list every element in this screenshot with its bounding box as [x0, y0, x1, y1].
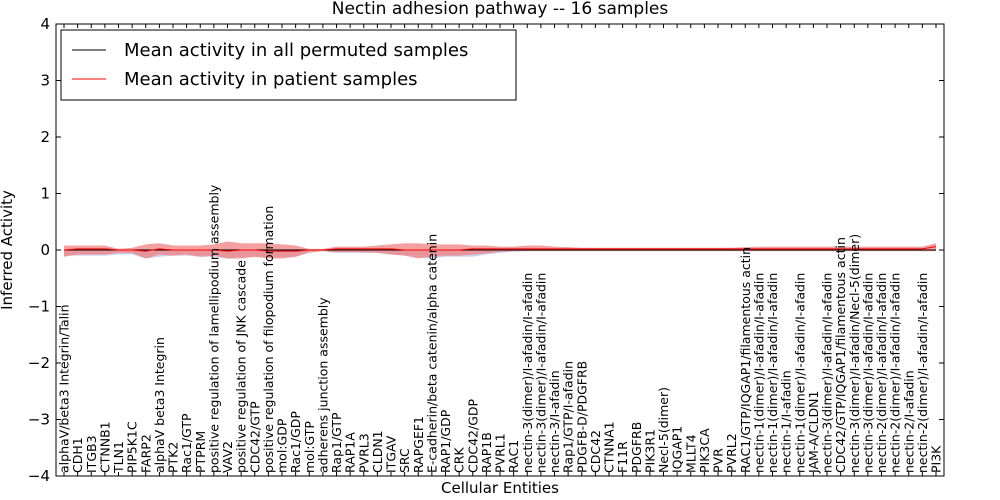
x-category-label: PTPRM	[193, 431, 208, 473]
x-category-label: nectin-3/I-afadin	[547, 370, 562, 473]
x-category-label: nectin-2(dimer)/I-afadin/I-afadin	[915, 273, 930, 473]
x-category-label: CTNNB1	[97, 421, 112, 473]
x-category-label: PI3K	[929, 445, 944, 473]
y-axis-title: Inferred Activity	[0, 190, 16, 310]
x-category-label: SRC	[397, 448, 412, 473]
x-category-label: VAV2	[220, 441, 235, 473]
y-tick-label: 0	[40, 241, 50, 259]
x-category-label: nectin-1(dimer)/I-afadin/I-afadin	[792, 273, 807, 473]
x-category-label: RAP1A	[343, 432, 358, 473]
x-category-label: nectin-3(dimer)/I-afadin/I-afadin	[820, 273, 835, 473]
y-tick-label: 1	[40, 185, 50, 203]
x-category-label: alphaV/beta3 Integrin/Talin	[57, 305, 72, 474]
y-tick-label: −1	[28, 298, 50, 316]
x-category-label: Rap1/GTP/I-afadin	[561, 361, 576, 473]
x-category-label: FARP2	[138, 434, 153, 473]
x-category-label: alphaV beta3 Integrin	[152, 337, 167, 473]
x-category-label: Rac1/GTP	[179, 413, 194, 473]
plot-area	[63, 241, 937, 259]
x-axis-title: Cellular Entities	[441, 479, 559, 497]
x-category-label: nectin-1/I-afadin	[779, 370, 794, 473]
y-axis: −4 −3 −2 −1 0 1 2 3 4	[28, 15, 944, 485]
x-category-label: PVRL1	[493, 433, 508, 473]
x-category-label: TLN1	[111, 441, 126, 474]
series-line-patient	[63, 246, 937, 252]
x-category-label: mol:GDP	[275, 418, 290, 473]
x-category-label: nectin-2/I-afadin	[901, 370, 916, 473]
x-category-label: PVRL3	[356, 433, 371, 473]
x-category-label: RAP1/GDP	[438, 409, 453, 473]
x-category-label: CDC42	[588, 430, 603, 473]
x-category-label: CTNNA1	[602, 421, 617, 473]
x-category-label: nectin-3(dimer)/I-afadin/I-afadin	[520, 273, 535, 473]
x-category-label: Rap1/GTP	[329, 412, 344, 473]
x-category-label: PIK3CA	[697, 428, 712, 473]
x-category-label: CRK	[452, 447, 467, 473]
chart-title: Nectin adhesion pathway -- 16 samples	[332, 0, 669, 19]
x-category-label: nectin-3(dimer)/I-afadin/I-afadin	[860, 273, 875, 473]
x-category-label: CDC42/GTP/IQGAP1/filamentous actin	[833, 237, 848, 473]
x-category-label: JAM-A/CLDN1	[806, 391, 821, 474]
x-category-label: RAP1B	[479, 432, 494, 473]
x-category-label: MLLT4	[683, 434, 698, 473]
x-category-label: PIK3R1	[642, 429, 657, 473]
legend-label-permuted: Mean activity in all permuted samples	[124, 40, 468, 61]
x-category-label: IQGAP1	[670, 426, 685, 473]
x-category-label: F11R	[615, 441, 630, 473]
x-category-label: positive regulation of JNK cascade	[234, 260, 249, 473]
legend-box	[60, 29, 517, 101]
x-category-label: CDC42/GDP	[465, 398, 480, 473]
x-category-label: nectin-3(dimer)/I-afadin/Necl-5(dimer)	[847, 234, 862, 473]
x-category-label: PVR	[711, 448, 726, 473]
x-category-label: ITGAV	[384, 435, 399, 473]
x-category-label: E-cadherin/beta catenin/alpha catenin	[424, 234, 439, 473]
x-category-label: RAPGEF1	[411, 416, 426, 473]
x-category-label: RAC1/GTP/IQGAP1/filamentous actin	[738, 247, 753, 473]
x-category-label: PVRL2	[724, 433, 739, 473]
plot-frame	[55, 23, 945, 477]
x-category-label: CDC42/GTP	[247, 401, 262, 473]
y-tick-label: −4	[28, 467, 50, 485]
x-category-label: nectin-1(dimer)/I-afadin/I-afadin	[751, 273, 766, 473]
y-tick-label: −3	[28, 411, 50, 429]
legend-label-patient: Mean activity in patient samples	[124, 69, 418, 90]
x-category-label: adherens junction assembly	[315, 297, 330, 473]
x-category-label: PIP5K1C	[125, 421, 140, 473]
x-axis-category-labels: alphaV/beta3 Integrin/TalinCDH1ITGB3CTNN…	[57, 24, 944, 476]
x-category-label: ITGB3	[84, 435, 99, 473]
x-category-label: nectin-3(dimer)/I-afadin/I-afadin	[533, 273, 548, 473]
x-category-label: CLDN1	[370, 430, 385, 473]
x-category-label: nectin-1(dimer)/I-afadin/I-afadin	[765, 273, 780, 473]
x-category-label: positive regulation of filopodium format…	[261, 206, 276, 473]
x-category-label: nectin-2(dimer)/I-afadin/I-afadin	[888, 273, 903, 473]
x-category-label: Rac1/GDP	[288, 411, 303, 473]
y-tick-label: 4	[40, 15, 50, 33]
x-category-label: RAC1	[506, 440, 521, 473]
x-category-label: Necl-5(dimer)	[656, 387, 671, 473]
y-tick-label: 2	[40, 128, 50, 146]
x-category-label: PDGFRB	[629, 422, 644, 473]
x-category-label: CDH1	[70, 437, 85, 473]
x-category-label: PTK2	[166, 442, 181, 473]
x-category-label: nectin-2(dimer)/I-afadin/I-afadin	[874, 273, 889, 473]
x-category-label: positive regulation of lamellipodium ass…	[206, 184, 221, 473]
y-tick-label: −2	[28, 354, 50, 372]
x-category-label: mol:GTP	[302, 421, 317, 473]
x-category-label: PDGFB-D/PDGFRB	[574, 361, 589, 473]
y-tick-label: 3	[40, 72, 50, 90]
legend: Mean activity in all permuted samples Me…	[60, 29, 517, 101]
